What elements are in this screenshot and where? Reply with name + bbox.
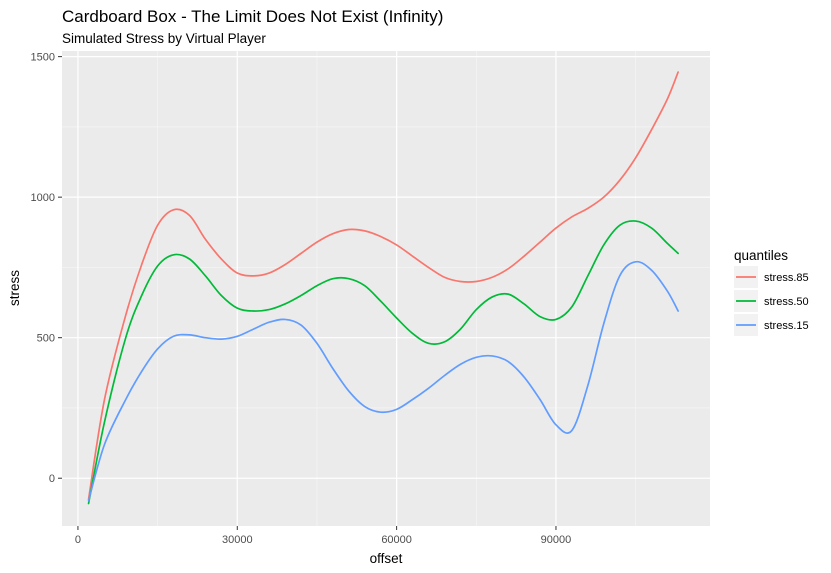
series-line-stress-15 [87,260,679,502]
plot-panel [62,51,710,526]
series-line-stress-50 [87,220,679,505]
chart-title: Cardboard Box - The Limit Does Not Exist… [62,7,443,26]
y-tick-label: 500 [37,333,55,345]
y-tick-label: 1000 [31,192,55,204]
major-gridlines [62,51,710,526]
x-axis-title: offset [370,551,403,566]
y-axis-ticks: 0 500 1000 1500 [31,52,62,485]
x-tick-label: 60000 [381,534,412,546]
series-line-stress-85 [87,71,679,501]
legend-label: stress.15 [764,320,809,332]
x-tick-label: 30000 [222,534,253,546]
minor-gridlines [62,51,710,526]
y-tick-label: 0 [49,473,55,485]
y-tick-label: 1500 [31,52,55,64]
legend-title: quantiles [734,248,788,263]
legend-label: stress.85 [764,272,809,284]
x-tick-label: 90000 [541,534,572,546]
x-axis-ticks: 0 30000 60000 90000 [75,526,571,546]
series-lines [87,71,679,505]
x-tick-label: 0 [75,534,81,546]
legend-label: stress.50 [764,296,809,308]
legend: quantiles stress.85 stress.50 stress.15 [734,248,809,336]
y-axis-title: stress [7,270,22,306]
chart-subtitle: Simulated Stress by Virtual Player [62,31,266,46]
legend-items: stress.85 stress.50 stress.15 [734,266,809,336]
